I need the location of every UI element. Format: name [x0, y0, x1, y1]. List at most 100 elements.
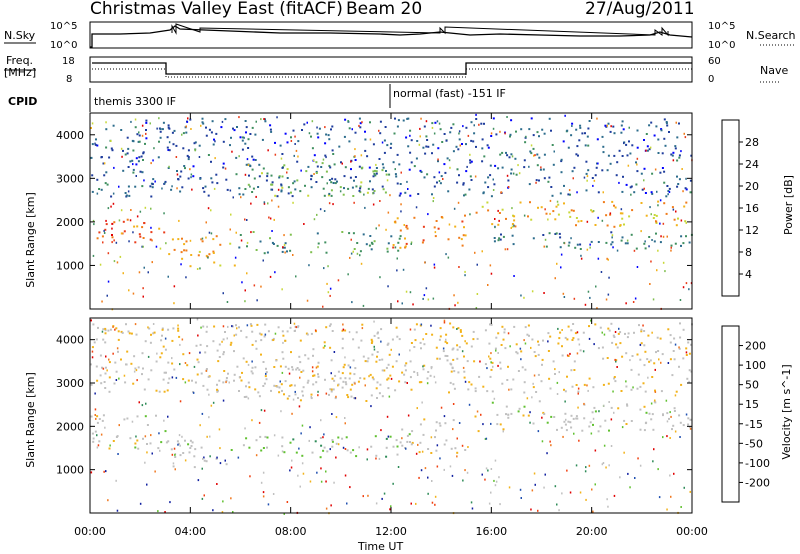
power-cell	[655, 232, 657, 235]
power-cell	[541, 128, 544, 131]
velocity-cell	[577, 338, 580, 341]
power-cell	[192, 165, 195, 168]
power-cell	[628, 215, 631, 218]
velocity-noise-cell	[456, 328, 458, 330]
velocity-noise-cell	[530, 508, 532, 511]
velocity-cell	[470, 345, 473, 348]
power-cell	[665, 121, 668, 123]
power-noise-cell	[397, 300, 399, 303]
velocity-cell	[408, 433, 411, 436]
velocity-noise-cell	[610, 418, 613, 421]
velocity-cell	[567, 420, 570, 423]
velocity-cell	[406, 434, 409, 437]
power-cell	[292, 129, 295, 132]
power-cell	[410, 139, 413, 142]
velocity-noise-cell	[247, 363, 250, 366]
velocity-cell	[344, 381, 347, 384]
power-cell	[643, 242, 646, 245]
velocity-cell	[543, 413, 546, 415]
power-cell	[320, 166, 323, 168]
power-cell	[444, 171, 447, 174]
velocity-cell	[289, 441, 292, 444]
velocity-cell	[146, 443, 148, 445]
velocity-noise-cell	[302, 472, 305, 475]
velocity-noise-cell	[621, 426, 624, 429]
power-cell	[348, 127, 351, 130]
velocity-cell	[678, 347, 681, 350]
colorbar-tick-label: -100	[745, 457, 770, 470]
velocity-noise-cell	[466, 471, 469, 474]
velocity-noise-cell	[301, 424, 304, 427]
power-noise-cell	[568, 189, 571, 192]
velocity-noise-cell	[389, 508, 391, 511]
velocity-cell	[505, 413, 507, 416]
power-cell	[276, 195, 279, 198]
power-cell	[689, 191, 692, 194]
power-cell	[628, 140, 630, 143]
power-noise-cell	[244, 300, 246, 303]
velocity-noise-cell	[464, 469, 466, 472]
power-cell	[537, 206, 539, 209]
velocity-cell	[387, 387, 390, 390]
power-cell	[265, 179, 268, 182]
velocity-noise-cell	[291, 459, 293, 462]
velocity-cell	[317, 361, 320, 364]
power-cell	[201, 240, 204, 243]
velocity-noise-cell	[201, 467, 203, 470]
velocity-cell	[572, 323, 575, 325]
power-cell	[574, 246, 577, 249]
power-cell	[487, 176, 490, 179]
velocity-cell	[351, 383, 354, 386]
velocity-noise-cell	[434, 381, 437, 384]
power-noise-cell	[317, 246, 319, 249]
freq-label: Freq.	[6, 54, 33, 67]
velocity-cell	[107, 329, 110, 332]
power-noise-cell	[409, 134, 411, 137]
velocity-noise-cell	[100, 433, 103, 436]
power-cell	[331, 177, 334, 180]
power-cell	[352, 232, 355, 235]
velocity-cell	[98, 418, 101, 420]
velocity-cell	[283, 393, 285, 396]
power-cell	[158, 227, 161, 230]
power-cell	[168, 127, 171, 130]
power-cell	[142, 151, 145, 154]
power-noise-cell	[176, 187, 178, 190]
velocity-cell	[535, 391, 538, 393]
power-cell	[310, 178, 313, 181]
power-noise-cell	[132, 231, 134, 234]
power-noise-cell	[244, 218, 246, 221]
power-noise-cell	[497, 209, 499, 212]
colorbar-tick-label: -50	[745, 437, 763, 450]
velocity-cell	[491, 361, 494, 364]
x-tick-label: 08:00	[275, 525, 307, 538]
velocity-cell	[366, 360, 369, 363]
power-noise-cell	[634, 297, 637, 300]
power-noise-cell	[341, 162, 343, 165]
power-cell	[241, 136, 244, 139]
velocity-cell	[279, 365, 282, 368]
power-cell	[659, 171, 662, 174]
power-cell	[675, 224, 678, 227]
velocity-cell	[347, 364, 350, 367]
velocity-cell	[489, 357, 492, 360]
power-cell	[415, 157, 418, 160]
velocity-cell	[357, 380, 360, 383]
power-noise-cell	[244, 173, 247, 176]
power-noise-cell	[427, 298, 430, 301]
power-noise-cell	[504, 132, 506, 135]
velocity-cell	[625, 423, 628, 425]
velocity-cell	[90, 415, 93, 418]
velocity-cell	[262, 361, 265, 363]
power-cell	[351, 186, 354, 189]
power-cell	[159, 136, 162, 139]
power-noise-cell	[685, 282, 688, 285]
power-cell	[470, 139, 473, 142]
velocity-cell	[435, 421, 438, 424]
power-noise-cell	[111, 241, 113, 244]
power-cell	[325, 133, 328, 136]
power-cell	[597, 191, 600, 194]
velocity-cell	[216, 388, 218, 391]
velocity-cell	[659, 337, 662, 340]
